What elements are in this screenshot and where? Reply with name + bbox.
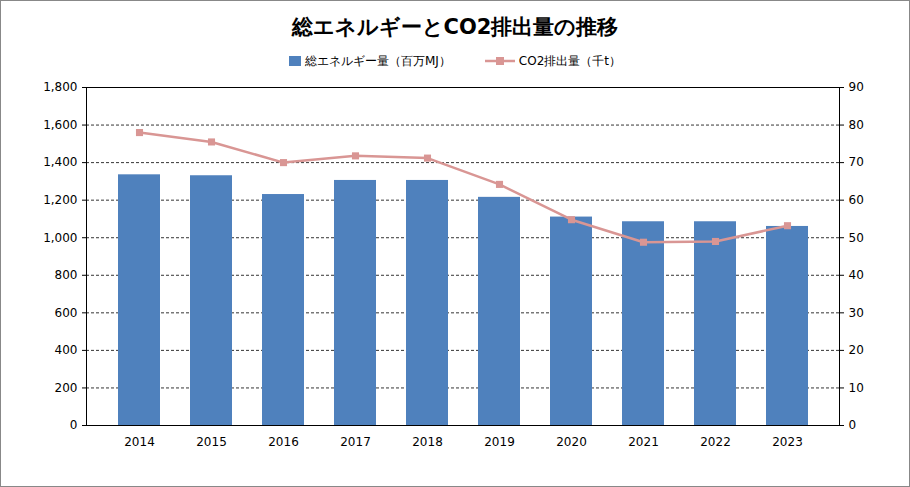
svg-text:70: 70	[849, 155, 864, 169]
svg-text:2021: 2021	[628, 435, 659, 449]
svg-text:2015: 2015	[196, 435, 227, 449]
svg-text:20: 20	[849, 343, 864, 357]
svg-text:2014: 2014	[124, 435, 155, 449]
html-text:CO2排出量（千t）: CO2排出量（千t）	[518, 53, 621, 68]
svg-text:2023: 2023	[772, 435, 803, 449]
svg-text:2016: 2016	[268, 435, 299, 449]
svg-text:600: 600	[55, 306, 78, 320]
svg-text:0: 0	[70, 418, 78, 432]
svg-text:80: 80	[849, 118, 864, 132]
svg-text:2022: 2022	[700, 435, 731, 449]
svg-text:200: 200	[55, 381, 78, 395]
svg-text:2019: 2019	[484, 435, 515, 449]
svg-text:60: 60	[849, 193, 864, 207]
svg-text:1,000: 1,000	[43, 231, 77, 245]
svg-text:50: 50	[849, 231, 864, 245]
svg-text:1,200: 1,200	[43, 193, 77, 207]
svg-text:400: 400	[55, 343, 78, 357]
svg-text:10: 10	[849, 381, 864, 395]
html-text:総エネルギー量（百万MJ）: 総エネルギー量（百万MJ）	[305, 53, 451, 68]
svg-text:800: 800	[55, 268, 78, 282]
svg-text:1,600: 1,600	[43, 118, 77, 132]
svg-text:90: 90	[849, 80, 864, 94]
svg-text:2018: 2018	[412, 435, 443, 449]
svg-text:0: 0	[849, 418, 857, 432]
svg-text:2020: 2020	[556, 435, 587, 449]
svg-text:40: 40	[849, 268, 864, 282]
html-text:総エネルギーとCO2排出量の推移: 総エネルギーとCO2排出量の推移	[291, 15, 619, 39]
svg-text:2017: 2017	[340, 435, 371, 449]
svg-text:1,800: 1,800	[43, 80, 77, 94]
svg-text:1,400: 1,400	[43, 155, 77, 169]
svg-text:30: 30	[849, 306, 864, 320]
